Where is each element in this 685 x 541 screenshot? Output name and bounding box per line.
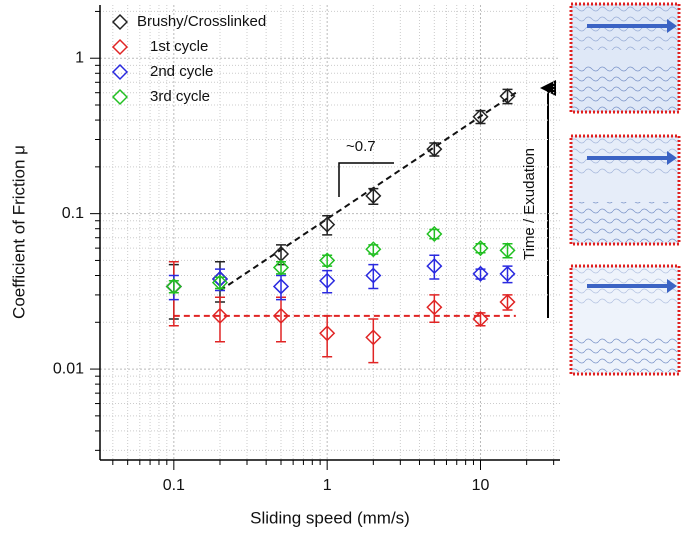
error-bar xyxy=(368,187,379,205)
y-axis-label: Coefficient of Friction μ xyxy=(9,145,28,319)
x-tick-label: 10 xyxy=(472,477,490,494)
legend-marker xyxy=(111,88,129,106)
legend-marker xyxy=(111,38,129,56)
data-point xyxy=(319,252,336,269)
data-point xyxy=(165,278,182,295)
legend-label: 3rd cycle xyxy=(150,88,210,105)
illustrations xyxy=(569,2,681,376)
data-point xyxy=(499,88,516,105)
time-annotation: Time / Exudation xyxy=(521,148,538,260)
data-point xyxy=(472,310,489,328)
legend-label: 2nd cycle xyxy=(150,63,213,80)
error-bar xyxy=(322,254,333,267)
data-point xyxy=(272,278,290,295)
data-point xyxy=(211,307,229,324)
x-tick-label: 0.1 xyxy=(163,477,185,494)
y-tick-label: 0.01 xyxy=(53,360,84,377)
data-point xyxy=(499,242,516,259)
error-bar xyxy=(214,276,225,290)
y-tick-label: 0.1 xyxy=(62,205,84,222)
error-bar xyxy=(429,294,440,324)
legend-marker xyxy=(111,63,129,81)
error-bar xyxy=(475,268,486,280)
legend-label: Brushy/Crosslinked xyxy=(137,13,266,30)
error-bar xyxy=(214,296,225,343)
slope-annotation: ~0.7 xyxy=(346,138,376,155)
data-point xyxy=(426,225,443,243)
x-axis-label: Sliding speed (mm/s) xyxy=(250,508,410,527)
x-tick-label: 1 xyxy=(323,477,332,494)
data-point xyxy=(426,258,443,275)
data-point xyxy=(499,265,516,282)
data-point xyxy=(272,307,290,324)
data-point xyxy=(365,329,382,346)
y-tick-label: 1 xyxy=(75,49,84,66)
error-bar xyxy=(502,294,513,311)
data-point xyxy=(319,325,336,342)
legend-marker xyxy=(111,13,129,31)
data-point xyxy=(426,299,443,316)
data-point xyxy=(426,141,443,158)
data-point xyxy=(319,272,336,289)
slope-triangle xyxy=(338,162,394,197)
data-point xyxy=(365,267,382,284)
error-bar xyxy=(368,318,379,364)
data-point xyxy=(319,216,336,233)
data-point xyxy=(472,108,489,125)
data-point xyxy=(365,187,382,204)
data-point xyxy=(499,293,516,311)
data-point xyxy=(365,241,382,258)
data-point xyxy=(272,259,290,276)
data-point xyxy=(472,265,489,282)
data-point xyxy=(472,240,489,257)
legend-label: 1st cycle xyxy=(150,38,208,55)
data-point xyxy=(211,274,229,291)
error-bar xyxy=(322,315,333,358)
